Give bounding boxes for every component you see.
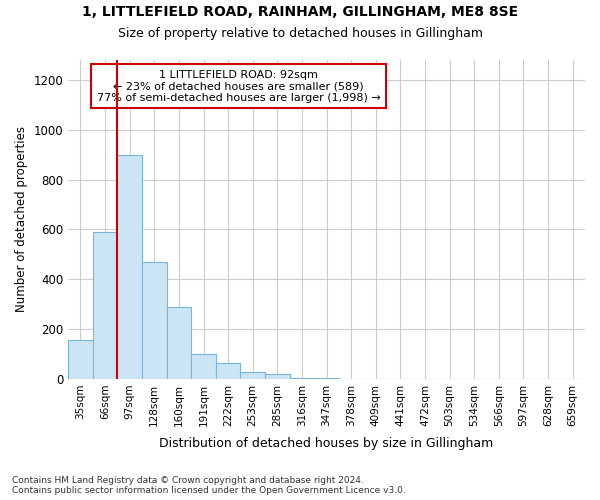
Text: Contains HM Land Registry data © Crown copyright and database right 2024.
Contai: Contains HM Land Registry data © Crown c…: [12, 476, 406, 495]
Bar: [290, 378, 314, 379]
Bar: [241, 372, 265, 379]
Bar: [167, 306, 191, 379]
Bar: [191, 354, 216, 379]
Text: 1, LITTLEFIELD ROAD, RAINHAM, GILLINGHAM, ME8 8SE: 1, LITTLEFIELD ROAD, RAINHAM, GILLINGHAM…: [82, 5, 518, 19]
Bar: [68, 340, 93, 379]
X-axis label: Distribution of detached houses by size in Gillingham: Distribution of detached houses by size …: [160, 437, 494, 450]
Y-axis label: Number of detached properties: Number of detached properties: [15, 126, 28, 312]
Text: 1 LITTLEFIELD ROAD: 92sqm
← 23% of detached houses are smaller (589)
77% of semi: 1 LITTLEFIELD ROAD: 92sqm ← 23% of detac…: [97, 70, 380, 103]
Bar: [93, 232, 118, 379]
Bar: [265, 374, 290, 379]
Bar: [216, 362, 241, 379]
Text: Size of property relative to detached houses in Gillingham: Size of property relative to detached ho…: [118, 28, 482, 40]
Bar: [118, 154, 142, 379]
Bar: [142, 262, 167, 379]
